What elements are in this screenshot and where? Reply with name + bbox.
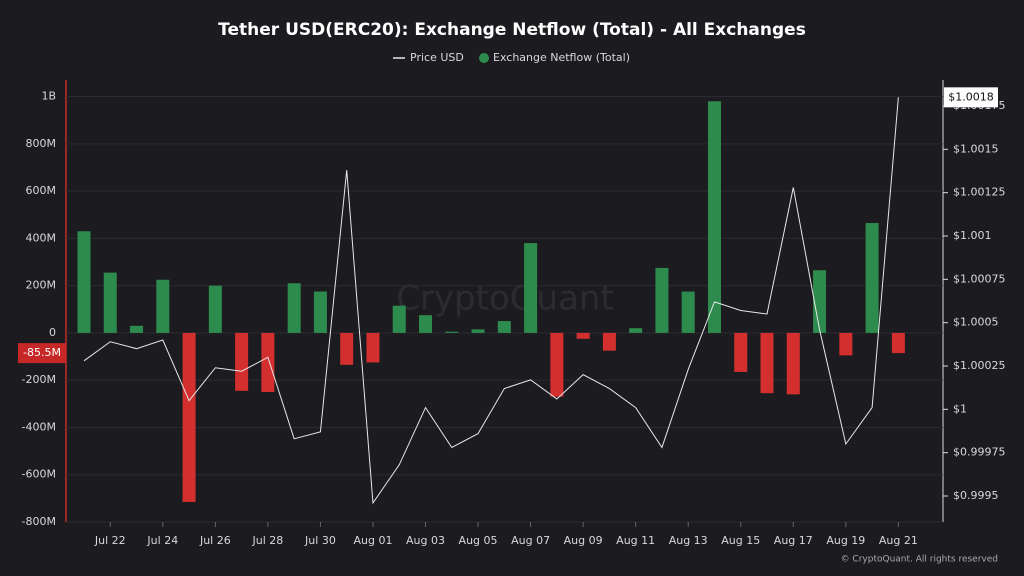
bar	[103, 272, 117, 333]
bar	[313, 291, 327, 333]
y-tick-label: -400M	[22, 420, 56, 433]
legend-label: Exchange Netflow (Total)	[493, 51, 630, 64]
bar	[602, 332, 616, 351]
bar	[261, 332, 275, 392]
bar	[445, 331, 459, 333]
bar	[813, 270, 827, 333]
x-tick-label: Aug 19	[826, 534, 865, 547]
x-tick-label: Jul 28	[252, 534, 284, 547]
bar	[497, 321, 511, 333]
y2-tick-label: $1.0015	[953, 142, 999, 155]
x-tick-label: Aug 07	[511, 534, 550, 547]
y-tick-label: 0	[49, 326, 56, 339]
x-tick-label: Aug 01	[353, 534, 392, 547]
bar	[182, 332, 196, 502]
y-tick-label: 400M	[26, 231, 57, 244]
y-tick-label: -200M	[22, 373, 56, 386]
y2-tick-label: $1.00075	[953, 272, 1006, 285]
bar	[655, 267, 669, 333]
y2-tick-label: $1.001	[953, 229, 992, 242]
bar	[130, 325, 144, 333]
bar	[392, 305, 406, 333]
x-tick-label: Jul 24	[146, 534, 178, 547]
bar	[786, 332, 800, 395]
x-tick-label: Aug 05	[459, 534, 498, 547]
x-tick-label: Aug 15	[721, 534, 760, 547]
bar	[681, 291, 695, 333]
bar	[576, 332, 590, 339]
x-tick-label: Jul 26	[199, 534, 231, 547]
y2-tick-label: $1.00125	[953, 186, 1006, 199]
x-tick-label: Jul 30	[304, 534, 336, 547]
price-line	[83, 97, 899, 505]
y-tick-label: 1B	[41, 90, 56, 103]
bar	[340, 332, 354, 365]
x-tick-label: Jul 22	[94, 534, 126, 547]
bar	[760, 332, 774, 394]
bar	[77, 231, 91, 333]
y-tick-label: 800M	[26, 137, 57, 150]
x-tick-label: Aug 11	[616, 534, 655, 547]
y-tick-label: 600M	[26, 184, 57, 197]
y2-tick-label: $0.9995	[953, 489, 999, 502]
bar	[550, 332, 564, 397]
footer: © CryptoQuant. All rights reserved	[841, 555, 998, 565]
bar	[629, 328, 643, 333]
y-tick-label: -800M	[22, 515, 56, 528]
x-tick-label: Aug 03	[406, 534, 445, 547]
y2-tick-label: $0.99975	[953, 446, 1006, 459]
legend-dot	[479, 53, 489, 63]
bar	[839, 332, 853, 356]
last-price-box	[944, 87, 998, 108]
bar	[865, 223, 879, 333]
bar	[419, 315, 433, 333]
y2-tick-label: $1	[953, 402, 967, 415]
y2-tick-label: $1.00025	[953, 359, 1006, 372]
chart-title: Tether USD(ERC20): Exchange Netflow (Tot…	[218, 20, 806, 40]
bar	[366, 332, 380, 363]
bar	[287, 283, 301, 333]
y-tick-label: 200M	[26, 279, 57, 292]
last-value-box	[18, 343, 66, 364]
x-tick-label: Aug 17	[774, 534, 813, 547]
bar	[471, 329, 485, 333]
x-tick-label: Aug 21	[879, 534, 918, 547]
bar	[891, 332, 905, 354]
bar	[707, 101, 721, 333]
last-value-label: -85.5M	[23, 346, 61, 359]
watermark: CryptoQuant	[396, 279, 614, 319]
bar	[156, 279, 170, 333]
bar	[524, 243, 538, 333]
bar	[734, 332, 748, 372]
x-tick-label: Aug 13	[669, 534, 708, 547]
bar	[235, 332, 249, 391]
last-price-label: $1.0018	[948, 90, 994, 103]
y2-tick-label: $1.0005	[953, 316, 999, 329]
legend-label: Price USD	[410, 51, 464, 64]
y-tick-label: -600M	[22, 468, 56, 481]
bar	[208, 285, 222, 333]
x-tick-label: Aug 09	[564, 534, 603, 547]
